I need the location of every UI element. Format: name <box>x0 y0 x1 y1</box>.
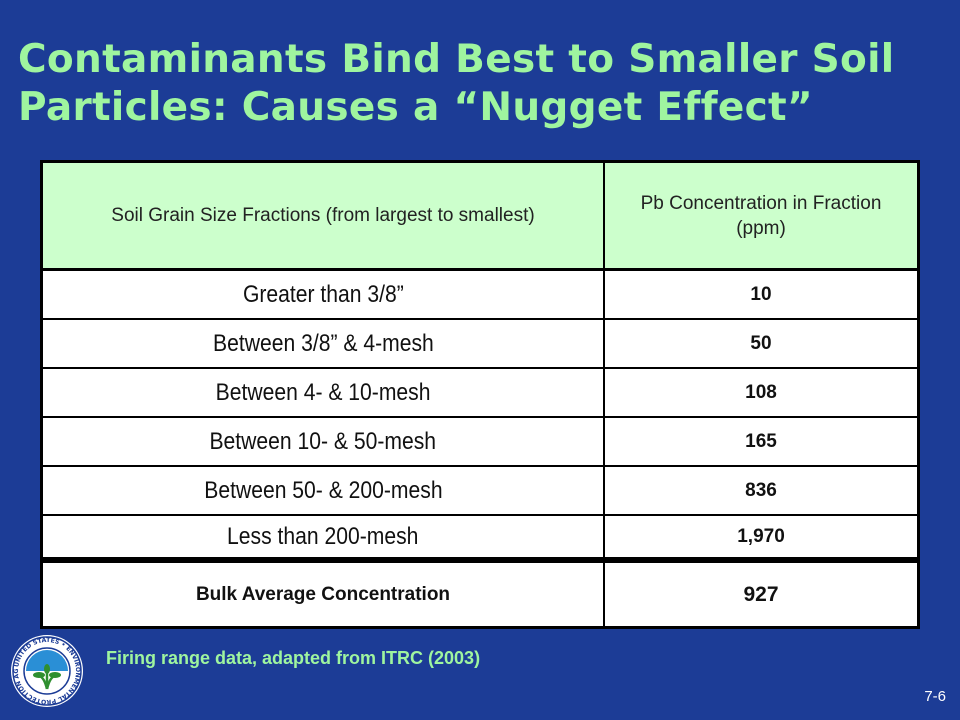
table-header: Soil Grain Size Fractions (from largest … <box>43 163 917 271</box>
slide-title: Contaminants Bind Best to Smaller Soil P… <box>18 36 948 132</box>
fraction-cell: Greater than 3/8” <box>242 280 404 308</box>
table-row: Between 4- & 10-mesh 108 <box>43 369 917 418</box>
title-line-2: Particles: Causes a “Nugget Effect” <box>18 85 813 130</box>
fraction-cell: Less than 200-mesh <box>227 522 419 550</box>
value-cell: 165 <box>603 418 917 465</box>
fraction-cell: Between 10- & 50-mesh <box>209 427 437 455</box>
table-row: Between 3/8” & 4-mesh 50 <box>43 320 917 369</box>
source-note: Firing range data, adapted from ITRC (20… <box>106 648 481 668</box>
concentration-table: Soil Grain Size Fractions (from largest … <box>40 160 920 629</box>
fraction-cell: Between 4- & 10-mesh <box>215 378 431 406</box>
bulk-average-value: 927 <box>603 563 917 626</box>
bulk-average-row: Bulk Average Concentration 927 <box>43 563 917 626</box>
header-pb-concentration: Pb Concentration in Fraction (ppm) <box>603 163 917 268</box>
value-cell: 836 <box>603 467 917 514</box>
value-cell: 108 <box>603 369 917 416</box>
table-divider <box>43 557 917 563</box>
title-line-1: Contaminants Bind Best to Smaller Soil <box>18 37 895 82</box>
table-row: Less than 200-mesh 1,970 <box>43 516 917 557</box>
epa-seal-icon: UNITED STATES • ENVIRONMENTAL PROTECTION… <box>6 628 85 709</box>
table-row: Between 50- & 200-mesh 836 <box>43 467 917 516</box>
value-cell: 1,970 <box>603 516 917 557</box>
header-grain-size: Soil Grain Size Fractions (from largest … <box>111 205 535 226</box>
bulk-average-label: Bulk Average Concentration <box>195 583 451 605</box>
table-row: Greater than 3/8” 10 <box>43 271 917 320</box>
fraction-cell: Between 50- & 200-mesh <box>203 476 443 504</box>
value-cell: 50 <box>603 320 917 367</box>
value-cell: 10 <box>603 271 917 318</box>
table-row: Between 10- & 50-mesh 165 <box>43 418 917 467</box>
page-number: 7-6 <box>924 688 946 705</box>
fraction-cell: Between 3/8” & 4-mesh <box>212 329 434 357</box>
